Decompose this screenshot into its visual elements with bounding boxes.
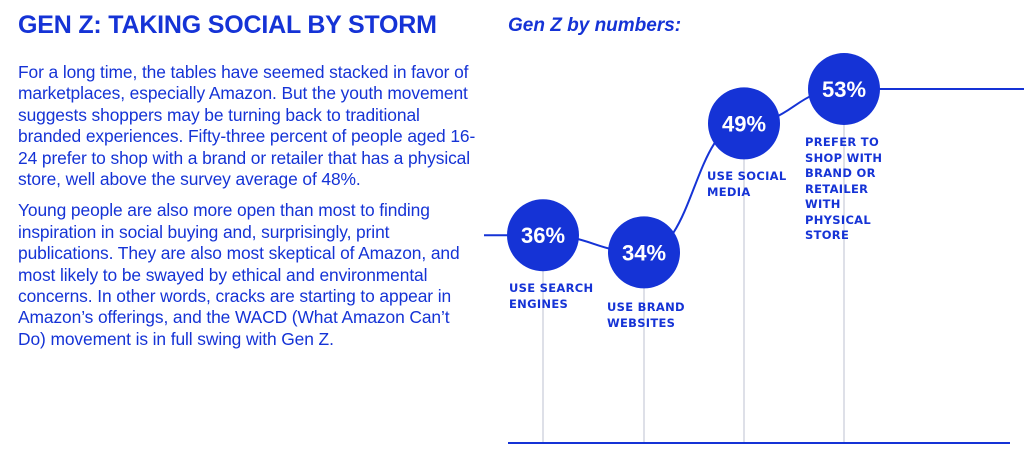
data-point-0 (507, 199, 579, 272)
paragraph-1: For a long time, the tables have seemed … (18, 62, 476, 190)
chart-title: Gen Z by numbers: (508, 15, 682, 36)
data-label-0: 36% (521, 223, 565, 248)
series-line (484, 88, 1024, 254)
category-label-2: USE SOCIAL MEDIA (707, 169, 787, 199)
data-label-2: 49% (722, 111, 766, 136)
article-text: GEN Z: TAKING SOCIAL BY STORM For a long… (18, 8, 478, 350)
data-label-3: 53% (822, 77, 866, 102)
data-label-1: 34% (622, 240, 666, 265)
data-point-2 (708, 87, 780, 160)
infographic: Gen Z by numbers: 36% 34% 49% 53% USE SEARC… (484, 0, 1024, 461)
category-label-3: PREFER TO SHOP WITH BRAND OR RETAILER WITH PH… (805, 135, 883, 242)
headline: GEN Z: TAKING SOCIAL BY STORM (18, 11, 437, 39)
category-label-0: USE SEARCH ENGINES (509, 281, 594, 311)
chart-canvas: 36% 34% 49% 53% (484, 53, 1024, 444)
paragraph-2: Young people are also more open than mos… (18, 200, 460, 349)
data-point-1 (608, 216, 680, 289)
category-label-1: USE BRAND WEBSITES (607, 300, 685, 330)
data-point-3 (808, 53, 880, 125)
